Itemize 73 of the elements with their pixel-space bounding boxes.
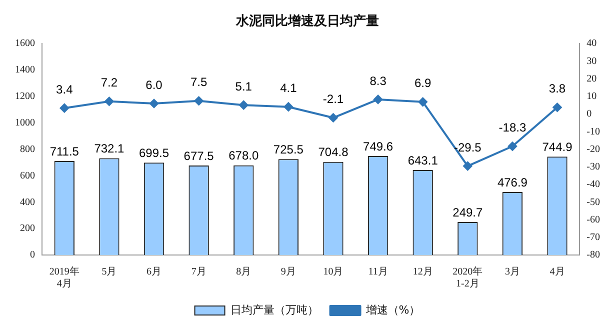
y-tick-label: 800	[20, 144, 35, 155]
data-label: 699.5	[139, 146, 170, 160]
data-label: 725.5	[273, 142, 304, 156]
legend-label: 增速（%）	[364, 303, 420, 316]
x-tick-label: 10月	[323, 266, 344, 278]
x-tick-label: 8月	[236, 266, 252, 278]
y2-tick-label: -30	[586, 162, 600, 173]
legend-label: 日均产量（万吨）	[230, 303, 318, 316]
data-label: 749.6	[363, 139, 394, 154]
data-label: 744.9	[542, 140, 573, 154]
x-tick-label: 7月	[191, 266, 206, 278]
data-label: -2.1	[322, 92, 344, 106]
y2-tick-label: 30	[586, 56, 597, 67]
point	[418, 97, 428, 106]
point	[508, 142, 517, 151]
x-tick-label: 5月	[102, 266, 117, 278]
point	[60, 104, 69, 113]
y2-tick-label: -10	[586, 126, 600, 138]
point	[194, 96, 204, 106]
data-label: -29.5	[454, 140, 482, 154]
x-tick-label: 12月	[412, 266, 433, 278]
point	[552, 102, 562, 112]
x-tick-label: 2019年 4月	[49, 266, 80, 290]
data-label: 732.1	[94, 142, 125, 156]
y2-tick-label: 40	[586, 38, 597, 50]
data-label: 6.0	[146, 78, 163, 92]
x-tick-label: 2020年 1-2月	[452, 266, 483, 290]
data-label: 476.9	[497, 175, 528, 190]
y2-tick-label: -60	[586, 214, 600, 226]
y2-tick-label: -20	[586, 144, 600, 155]
y2-tick-label: -40	[586, 179, 600, 190]
data-label: 5.1	[235, 79, 252, 94]
y-tick-label: 600	[20, 170, 35, 182]
data-label: 8.3	[370, 74, 387, 88]
x-tick-label: 4月	[550, 266, 565, 278]
data-label: -18.3	[498, 120, 526, 135]
y2-tick-label: 0	[586, 108, 592, 120]
y-tick-label: 400	[20, 196, 35, 208]
data-label: 249.7	[452, 205, 483, 220]
data-label: 7.5	[190, 75, 208, 90]
y-tick-label: 200	[20, 223, 35, 234]
y-tick-label: 1200	[15, 91, 35, 102]
point	[104, 96, 114, 106]
point	[239, 100, 248, 110]
data-label: 643.1	[408, 153, 438, 168]
point	[284, 102, 293, 112]
y-tick-label: 1000	[15, 118, 35, 128]
x-tick-label: 6月	[146, 266, 162, 278]
y2-tick-label: -80	[586, 250, 600, 261]
data-label: 3.4	[56, 82, 74, 96]
data-label: 677.5	[184, 148, 214, 163]
point	[328, 113, 338, 122]
data-label: 7.2	[100, 76, 118, 90]
y-tick-label: 1600	[15, 38, 35, 50]
data-label: 6.9	[414, 76, 432, 90]
y2-tick-label: 20	[586, 73, 597, 84]
point	[150, 98, 159, 108]
y2-tick-label: -70	[586, 232, 600, 244]
y2-tick-label: 10	[586, 91, 597, 102]
data-label: 678.0	[228, 148, 259, 163]
y-tick-label: 1400	[15, 64, 35, 76]
point	[374, 94, 383, 104]
x-tick-label: 3月	[504, 266, 520, 278]
y-tick-label: 0	[30, 250, 35, 261]
data-label: 704.8	[318, 145, 349, 160]
point	[463, 162, 472, 171]
data-label: 3.8	[548, 82, 566, 96]
data-label: 711.5	[50, 144, 80, 158]
x-tick-label: 9月	[280, 266, 296, 278]
y2-tick-label: -50	[586, 196, 600, 208]
chart-title: 水泥同比增速及日均产量	[235, 13, 379, 30]
data-label: 4.1	[280, 81, 298, 96]
x-tick-label: 11月	[368, 266, 388, 278]
